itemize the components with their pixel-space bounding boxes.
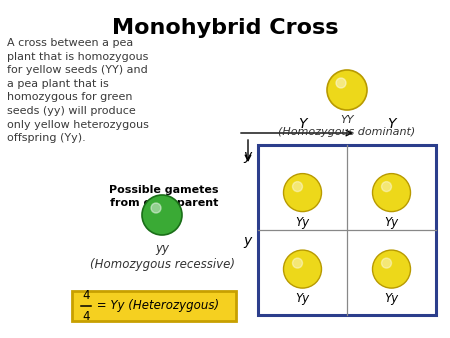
Circle shape xyxy=(382,258,392,268)
Circle shape xyxy=(292,182,302,192)
Text: 4: 4 xyxy=(82,310,90,323)
Text: A cross between a pea
plant that is homozygous
for yellow seeds (YY) and
a pea p: A cross between a pea plant that is homo… xyxy=(7,38,149,143)
Circle shape xyxy=(151,203,161,213)
Text: Yy: Yy xyxy=(296,292,310,305)
Text: yy
(Homozygous recessive): yy (Homozygous recessive) xyxy=(90,242,234,271)
Text: Yy: Yy xyxy=(296,216,310,228)
Text: Y: Y xyxy=(387,117,396,131)
Text: Monohybrid Cross: Monohybrid Cross xyxy=(112,18,338,38)
Bar xyxy=(258,145,436,315)
Circle shape xyxy=(373,174,410,212)
Text: y: y xyxy=(244,234,252,248)
FancyBboxPatch shape xyxy=(72,291,236,321)
Text: 4: 4 xyxy=(82,289,90,302)
Circle shape xyxy=(142,195,182,235)
Circle shape xyxy=(284,250,321,288)
Text: Possible gametes
from each parent: Possible gametes from each parent xyxy=(109,185,219,208)
Text: Yy: Yy xyxy=(384,292,399,305)
Circle shape xyxy=(382,182,392,192)
Text: Y: Y xyxy=(298,117,307,131)
Circle shape xyxy=(284,174,321,212)
Text: y: y xyxy=(244,149,252,163)
Text: Yy: Yy xyxy=(384,216,399,228)
Circle shape xyxy=(327,70,367,110)
Circle shape xyxy=(292,258,302,268)
Text: YY
(Homozygous dominant): YY (Homozygous dominant) xyxy=(279,115,416,138)
Circle shape xyxy=(373,250,410,288)
Text: = Yy (Heterozygous): = Yy (Heterozygous) xyxy=(93,299,219,313)
Circle shape xyxy=(336,78,346,88)
